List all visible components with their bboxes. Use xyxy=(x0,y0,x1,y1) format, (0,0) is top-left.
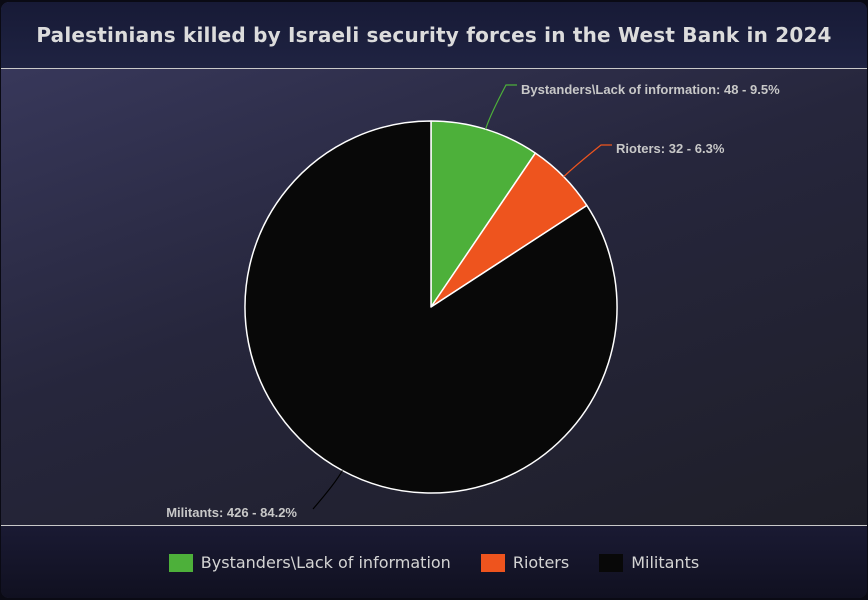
data-label-militants: Militants: 426 - 84.2% xyxy=(166,505,297,520)
connector-rioters xyxy=(563,144,612,178)
legend-item-rioters[interactable]: Rioters xyxy=(480,553,570,572)
legend-item-militants[interactable]: Militants xyxy=(599,553,699,572)
legend-label-bystanders: Bystanders\Lack of information xyxy=(200,553,451,572)
chart-title: Palestinians killed by Israeli security … xyxy=(36,23,832,47)
legend-label-militants: Militants xyxy=(631,553,700,572)
plot-area: Bystanders\Lack of information: 48 - 9.5… xyxy=(1,69,867,525)
legend-item-bystanders[interactable]: Bystanders\Lack of information xyxy=(168,553,451,572)
legend-swatch-bystanders xyxy=(168,553,193,572)
connector-bystanders xyxy=(485,84,517,130)
legend-swatch-militants xyxy=(599,553,624,572)
legend-swatch-rioters xyxy=(480,553,505,572)
title-bar: Palestinians killed by Israeli security … xyxy=(1,2,867,69)
legend: Bystanders\Lack of information Rioters M… xyxy=(1,525,867,598)
legend-label-rioters: Rioters xyxy=(512,553,570,572)
pie-chart: Bystanders\Lack of information: 48 - 9.5… xyxy=(166,82,780,520)
pie-slice-militants[interactable] xyxy=(244,120,618,494)
connector-militants xyxy=(312,470,343,510)
data-label-rioters: Rioters: 32 - 6.3% xyxy=(616,141,725,156)
data-label-bystanders: Bystanders\Lack of information: 48 - 9.5… xyxy=(521,82,780,97)
